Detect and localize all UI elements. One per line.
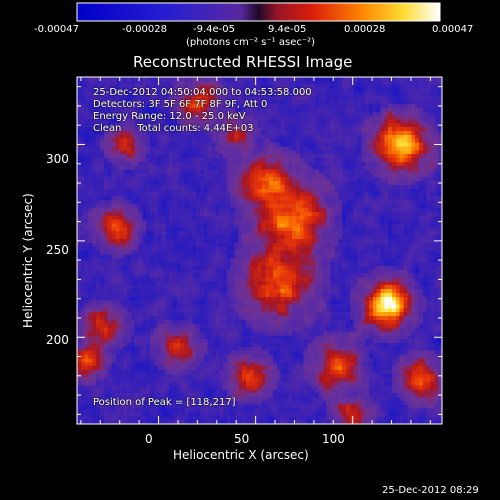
annotation-time-range: 25-Dec-2012 04:50:04.000 to 04:53:58.000 <box>93 87 312 98</box>
annotation-energy-range: Energy Range: 12.0 - 25.0 keV <box>93 111 246 122</box>
colorbar-tick-label: 0.00047 <box>432 24 474 35</box>
y-tick-label: 200 <box>46 333 69 347</box>
timestamp: 25-Dec-2012 08:29 <box>382 485 479 496</box>
colorbar <box>77 3 440 21</box>
x-tick-label: 100 <box>322 432 345 446</box>
colorbar-units-label: (photons cm⁻² s⁻¹ asec⁻²) <box>186 37 316 48</box>
colorbar-tick-label: 9.4e-05 <box>268 24 307 35</box>
colorbar-tick-label: -0.00028 <box>122 24 167 35</box>
y-tick-label: 300 <box>46 152 69 166</box>
colorbar-tick-label: -9.4e-05 <box>193 24 235 35</box>
y-axis-label: Heliocentric Y (arcsec) <box>21 193 35 328</box>
annotation-clean-counts: Clean Total counts: 4.44E+03 <box>93 123 254 134</box>
annotation-peak-position: Position of Peak = [118,217] <box>93 397 236 408</box>
x-axis-label: Heliocentric X (arcsec) <box>173 448 309 462</box>
chart-title: Reconstructed RHESSI Image <box>133 53 353 71</box>
colorbar-tick-label: -0.00047 <box>34 24 79 35</box>
annotation-detectors: Detectors: 3F 5F 6F 7F 8F 9F, Att 0 <box>93 99 268 110</box>
x-tick-label: 50 <box>234 432 250 446</box>
x-tick-label: 0 <box>145 432 153 446</box>
colorbar-tick-label: 0.00028 <box>344 24 386 35</box>
y-tick-label: 250 <box>46 243 69 257</box>
